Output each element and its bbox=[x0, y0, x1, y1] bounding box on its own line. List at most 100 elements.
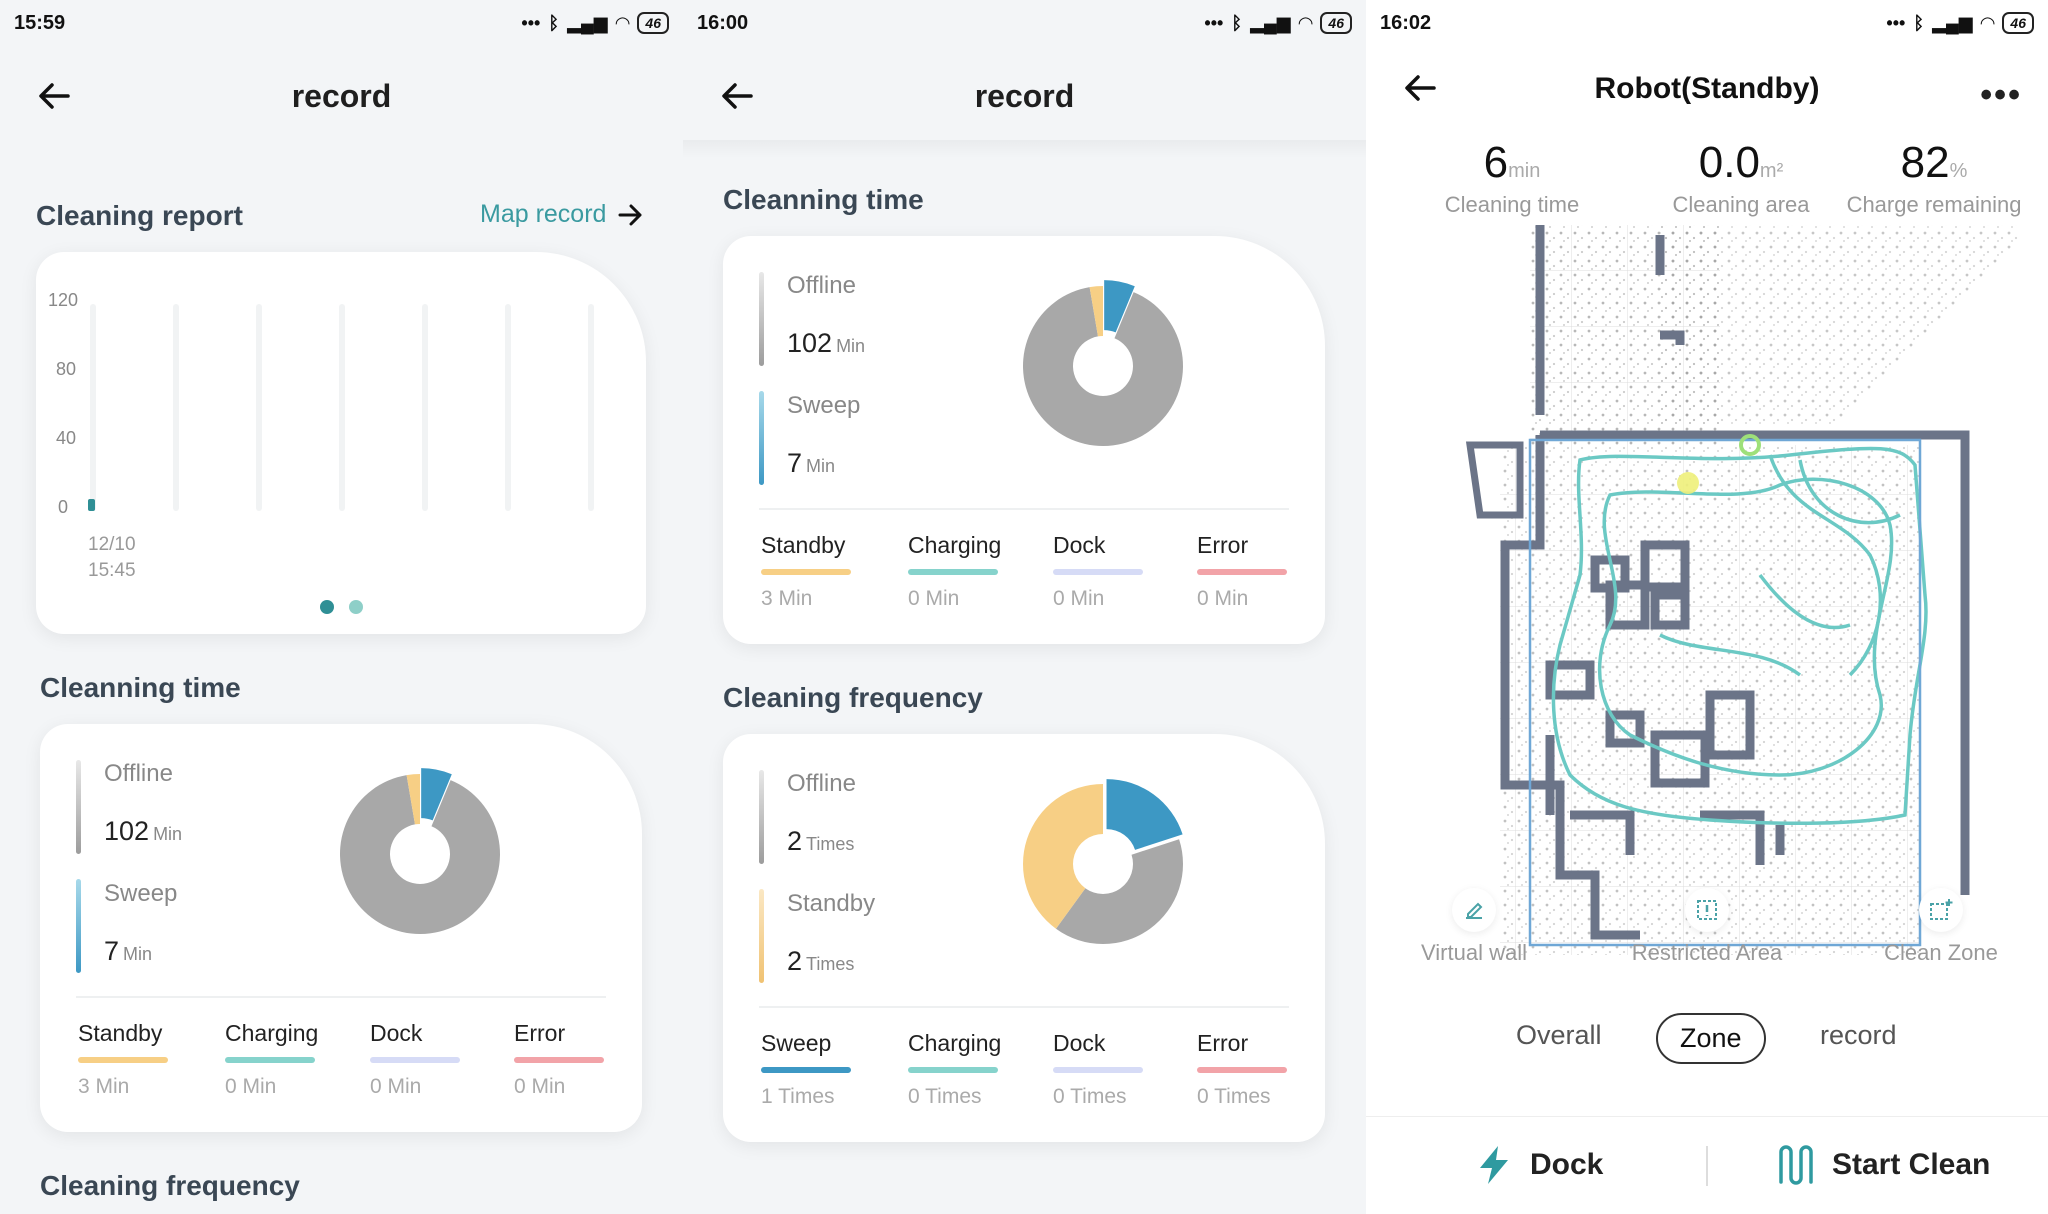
record-screen-2: 16:00 ••• ᛒ ▂▄▆ ◠ 46 record Cleanning ti… bbox=[683, 0, 1366, 1214]
map-record-label: Map record bbox=[480, 200, 607, 228]
standby-label: Standby bbox=[787, 890, 876, 917]
page-title: record bbox=[291, 78, 392, 114]
back-arrow-icon[interactable] bbox=[36, 78, 72, 114]
data-bar[interactable] bbox=[88, 498, 95, 511]
offline-label: Offline bbox=[104, 760, 173, 787]
bluetooth-icon: ᛒ bbox=[548, 12, 560, 33]
cleaning-map[interactable] bbox=[1460, 215, 2020, 995]
clean-zone-tool[interactable]: Clean Zone bbox=[1861, 888, 2021, 966]
pie-slice-offline[interactable] bbox=[340, 775, 500, 934]
signal-icon: ▂▄▆ bbox=[1250, 12, 1291, 33]
divider bbox=[1366, 1116, 2048, 1117]
battery-icon: 46 bbox=[1320, 12, 1352, 34]
y-tick: 120 bbox=[47, 290, 78, 310]
cleaning-frequency-card: Offline 2 Times Standby 2 Times Sweep 1 Tim… bbox=[723, 734, 1325, 1142]
bar-track bbox=[339, 304, 345, 511]
cleaning-time-title: Cleanning time bbox=[723, 184, 924, 215]
robot-title: Robot(Standby) bbox=[1594, 72, 1820, 105]
cleaning-report-title: Cleaning report bbox=[36, 200, 243, 231]
map-record-link[interactable]: Map record bbox=[480, 200, 644, 229]
bar-track bbox=[505, 304, 511, 511]
tab-overall[interactable]: Overall bbox=[1516, 1020, 1602, 1050]
start-clean-label: Start Clean bbox=[1832, 1148, 1991, 1181]
stat-standby: Standby 3 Min bbox=[78, 1020, 198, 1099]
metric-cleaning-area: 0.0m² Cleaning area bbox=[1672, 138, 1810, 217]
offline-bar bbox=[759, 272, 764, 366]
sweep-label: Sweep bbox=[787, 392, 861, 419]
divider bbox=[1706, 1146, 1708, 1186]
pie-slice-standby[interactable] bbox=[406, 774, 420, 825]
bar-track bbox=[173, 304, 179, 511]
stat-charging: Charging 0 Min bbox=[908, 532, 1002, 610]
divider bbox=[759, 1006, 1289, 1008]
sweep-bar bbox=[759, 391, 764, 485]
pie-slice-sweep[interactable] bbox=[1104, 280, 1135, 333]
cleaning-time-title: Cleanning time bbox=[40, 672, 241, 703]
tab-zone[interactable]: Zone bbox=[1656, 1013, 1766, 1064]
offline-value: 102 Min bbox=[787, 328, 866, 358]
status-bar: 16:00 ••• ᛒ ▂▄▆ ◠ 46 bbox=[683, 0, 1366, 46]
virtual-wall-tool[interactable]: Virtual wall bbox=[1394, 888, 1554, 966]
stat-charging: Charging 0 Min bbox=[225, 1020, 319, 1098]
start-clean-button[interactable]: Start Clean bbox=[1776, 1144, 1990, 1186]
sweep-path-icon bbox=[1779, 1145, 1813, 1185]
bar-track bbox=[588, 304, 594, 511]
cleaning-time-pie[interactable] bbox=[1013, 276, 1193, 456]
cleaning-time-card: Offline 102 Min Sweep 7 Min Standby 3 Min C… bbox=[40, 724, 642, 1132]
offline-bar bbox=[759, 770, 764, 864]
dock-button[interactable]: Dock bbox=[1476, 1144, 1603, 1186]
y-tick: 0 bbox=[57, 497, 68, 517]
battery-icon: 46 bbox=[637, 12, 669, 34]
cleaning-frequency-title: Cleaning frequency bbox=[40, 1170, 300, 1201]
pie-slice-standby[interactable] bbox=[1023, 784, 1103, 929]
stat-error: Error 0 Min bbox=[514, 1020, 634, 1099]
cleaning-time-card: Offline 102 Min Sweep 7 Min Standby 3 Min C… bbox=[723, 236, 1325, 644]
standby-bar bbox=[759, 889, 764, 983]
pie-slice-offline[interactable] bbox=[1023, 287, 1183, 446]
record-screen-1: 15:59 ••• ᛒ ▂▄▆ ◠ 46 record Cleaning rep… bbox=[0, 0, 683, 1214]
restricted-area-icon bbox=[1685, 888, 1729, 932]
page-indicator-dot[interactable] bbox=[320, 600, 334, 614]
stat-standby: Standby 3 Min bbox=[761, 532, 881, 611]
restricted-area-tool[interactable]: Restricted Area bbox=[1627, 888, 1787, 966]
wifi-icon: ◠ bbox=[1980, 12, 1995, 33]
pencil-icon bbox=[1452, 888, 1496, 932]
status-icons: ••• ᛒ ▂▄▆ ◠ 46 bbox=[1204, 12, 1352, 34]
back-arrow-icon[interactable] bbox=[719, 78, 755, 114]
stat-dock: Dock 0 Times bbox=[1053, 1030, 1173, 1109]
battery-icon: 46 bbox=[2002, 12, 2034, 34]
metric-cleaning-time: 6min Cleaning time bbox=[1444, 138, 1580, 217]
divider bbox=[759, 508, 1289, 510]
cleaning-time-pie[interactable] bbox=[330, 764, 510, 944]
cleaning-report-card: 120 80 40 0 12/10 15:45 bbox=[36, 252, 646, 634]
bar-track bbox=[256, 304, 262, 511]
offline-label: Offline bbox=[787, 770, 856, 797]
back-arrow-icon[interactable] bbox=[1402, 70, 1438, 106]
pie-slice-offline[interactable] bbox=[1055, 839, 1183, 944]
status-bar: 15:59 ••• ᛒ ▂▄▆ ◠ 46 bbox=[0, 0, 683, 46]
bar-track bbox=[90, 304, 96, 511]
pie-slice-sweep[interactable] bbox=[1106, 779, 1183, 850]
status-time: 15:59 bbox=[14, 11, 66, 34]
stat-sweep: Sweep 1 Times bbox=[761, 1030, 881, 1109]
stat-dock: Dock 0 Min bbox=[1053, 532, 1173, 611]
more-dots-icon: ••• bbox=[521, 12, 541, 33]
pie-slice-standby[interactable] bbox=[1089, 286, 1103, 337]
tab-record[interactable]: record bbox=[1820, 1020, 1897, 1050]
pie-slice-sweep[interactable] bbox=[421, 768, 452, 821]
cleaning-frequency-pie[interactable] bbox=[1013, 774, 1193, 954]
stat-error: Error 0 Min bbox=[1197, 532, 1317, 611]
status-bar: 16:02 ••• ᛒ ▂▄▆ ◠ 46 bbox=[1366, 0, 2048, 46]
sweep-value: 7 Min bbox=[104, 936, 153, 966]
y-tick: 40 bbox=[55, 428, 76, 448]
offline-value: 2 Times bbox=[787, 826, 855, 856]
bar-track bbox=[422, 304, 428, 511]
offline-label: Offline bbox=[787, 272, 856, 299]
header-shadow bbox=[683, 140, 1366, 158]
wifi-icon: ◠ bbox=[615, 12, 630, 33]
more-options-icon[interactable]: ••• bbox=[1980, 76, 2022, 114]
bluetooth-icon: ᛒ bbox=[1913, 12, 1925, 33]
sweep-bar bbox=[76, 879, 81, 973]
divider bbox=[76, 996, 606, 998]
page-indicator-dot[interactable] bbox=[349, 600, 363, 614]
